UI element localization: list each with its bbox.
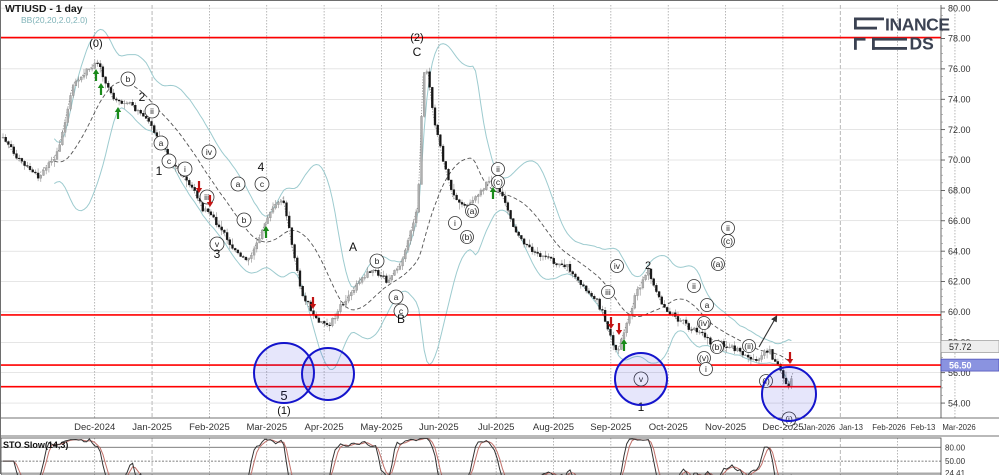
svg-text:INANCE: INANCE <box>885 14 950 34</box>
svg-text:Sep-2025: Sep-2025 <box>590 422 631 433</box>
svg-text:a: a <box>394 292 399 302</box>
svg-text:Oct-2025: Oct-2025 <box>649 422 688 433</box>
svg-text:Jan-2026: Jan-2026 <box>803 423 836 432</box>
svg-text:Feb-2026: Feb-2026 <box>872 423 905 432</box>
svg-text:Jan-2025: Jan-2025 <box>132 422 172 433</box>
svg-text:(a): (a) <box>713 259 724 269</box>
svg-text:3: 3 <box>214 247 221 261</box>
svg-text:B: B <box>397 312 405 326</box>
svg-text:1: 1 <box>156 164 163 178</box>
svg-text:b: b <box>375 256 380 266</box>
svg-text:62.00: 62.00 <box>948 277 971 287</box>
svg-text:(iv): (iv) <box>698 318 710 328</box>
svg-text:56.50: 56.50 <box>949 360 972 370</box>
svg-text:Mar-2026: Mar-2026 <box>942 423 975 432</box>
svg-text:74.00: 74.00 <box>948 94 971 104</box>
svg-text:C: C <box>413 45 422 59</box>
svg-text:64.00: 64.00 <box>948 246 971 256</box>
svg-text:ii: ii <box>496 164 500 174</box>
svg-text:(ii): (ii) <box>744 341 754 351</box>
svg-text:A: A <box>349 240 357 254</box>
svg-text:STO Slow(14,3): STO Slow(14,3) <box>3 440 68 450</box>
svg-text:i: i <box>705 364 707 374</box>
svg-text:iii: iii <box>605 287 611 297</box>
svg-text:68.00: 68.00 <box>948 186 971 196</box>
svg-text:ii: ii <box>726 223 730 233</box>
svg-text:b: b <box>126 74 131 84</box>
svg-text:80.00: 80.00 <box>945 443 966 452</box>
svg-text:Jan-13: Jan-13 <box>839 423 863 432</box>
svg-text:Apr-2025: Apr-2025 <box>305 422 344 433</box>
svg-text:76.00: 76.00 <box>948 64 971 74</box>
svg-text:i: i <box>184 164 186 174</box>
svg-text:Feb-2025: Feb-2025 <box>189 422 230 433</box>
svg-text:iv: iv <box>614 261 621 271</box>
svg-text:60.00: 60.00 <box>948 307 971 317</box>
svg-text:2: 2 <box>645 260 651 272</box>
svg-text:Dec-2024: Dec-2024 <box>74 422 115 433</box>
svg-text:70.00: 70.00 <box>948 155 971 165</box>
svg-text:(b): (b) <box>712 342 723 352</box>
svg-text:(a): (a) <box>467 206 478 216</box>
svg-text:ii: ii <box>150 106 154 116</box>
svg-text:BB(20,20,2.0,2.0): BB(20,20,2.0,2.0) <box>21 15 88 25</box>
svg-text:WTIUSD - 1 day: WTIUSD - 1 day <box>5 3 83 15</box>
svg-text:80.00: 80.00 <box>948 3 971 13</box>
svg-text:(1): (1) <box>277 405 290 417</box>
svg-text:iv: iv <box>206 147 213 157</box>
svg-text:72.00: 72.00 <box>948 125 971 135</box>
svg-text:(v): (v) <box>699 353 709 363</box>
svg-text:May-2025: May-2025 <box>360 422 402 433</box>
svg-text:(c): (c) <box>493 177 503 187</box>
svg-text:Dec-2025: Dec-2025 <box>762 422 803 433</box>
svg-text:ii: ii <box>692 281 696 291</box>
svg-text:4: 4 <box>258 160 265 174</box>
svg-text:Mar-2025: Mar-2025 <box>246 422 287 433</box>
svg-text:50.00: 50.00 <box>945 457 966 466</box>
svg-text:DS: DS <box>910 34 934 54</box>
svg-text:2: 2 <box>139 90 146 104</box>
svg-text:66.00: 66.00 <box>948 216 971 226</box>
svg-text:Jun-2025: Jun-2025 <box>419 422 459 433</box>
svg-text:(c): (c) <box>723 236 733 246</box>
svg-text:a: a <box>236 179 241 189</box>
svg-text:(2): (2) <box>410 32 423 44</box>
svg-text:24.41: 24.41 <box>945 469 966 475</box>
svg-text:a: a <box>705 300 710 310</box>
svg-text:a: a <box>159 138 164 148</box>
svg-text:57.72: 57.72 <box>949 342 972 352</box>
svg-text:Nov-2025: Nov-2025 <box>705 422 746 433</box>
svg-text:Feb-13: Feb-13 <box>911 423 936 432</box>
svg-text:78.00: 78.00 <box>948 34 971 44</box>
svg-text:Jul-2025: Jul-2025 <box>478 422 514 433</box>
svg-text:(0): (0) <box>89 38 102 50</box>
svg-text:Aug-2025: Aug-2025 <box>533 422 574 433</box>
svg-text:b: b <box>242 215 247 225</box>
svg-text:54.00: 54.00 <box>948 398 971 408</box>
svg-text:i: i <box>454 218 456 228</box>
svg-text:(b): (b) <box>462 232 473 242</box>
